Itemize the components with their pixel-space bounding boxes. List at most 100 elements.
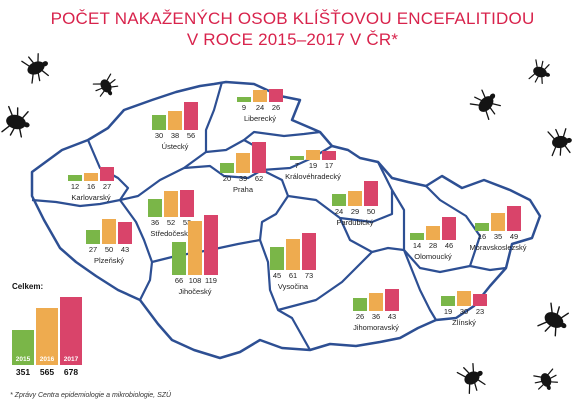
total-bars: 2015 2016 2017 (12, 293, 102, 365)
bar-2017 (204, 215, 218, 275)
region-bars (150, 211, 240, 275)
region-values: 14 28 46 (388, 240, 478, 250)
region-name: Liberecký (243, 114, 277, 123)
region-12: 26 36 43 Jihomoravský (331, 247, 421, 332)
value-label: 52 (166, 218, 176, 227)
bar-2015 (353, 298, 367, 311)
value-label: 23 (475, 307, 485, 316)
value-label: 45 (272, 271, 282, 280)
region-values: 45 61 73 (248, 270, 338, 280)
bar-2017 (269, 89, 283, 102)
region-values: 27 50 43 (64, 244, 154, 254)
region-bars (310, 142, 400, 206)
bar-2016 (164, 191, 178, 217)
value-label: 7 (294, 161, 300, 170)
value-label: 73 (304, 271, 314, 280)
bar-2016 (168, 111, 182, 130)
total-label: Celkem: (12, 282, 44, 291)
region-9: 14 28 46 Olomoucký (388, 176, 478, 261)
bar-2016 (236, 153, 250, 173)
year-label: 2016 (39, 356, 55, 363)
region-3: 7 19 17 Královéhradecký (268, 96, 358, 181)
region-bars (126, 153, 216, 217)
bar-2016 (102, 219, 116, 244)
bar-2015 (148, 199, 162, 217)
region-8: 16 35 49 Moravskoslezský (453, 167, 543, 252)
bar-2017 (442, 217, 456, 240)
value-label: 39 (238, 174, 248, 183)
bar-2015 (152, 115, 166, 130)
bar-2016 (286, 239, 300, 270)
tick-icons (1, 53, 572, 395)
value-label: 12 (70, 182, 80, 191)
value-label: 30 (459, 307, 469, 316)
region-name: Středočeský (150, 229, 192, 238)
value-label: 49 (509, 232, 519, 241)
bar-2016 (426, 226, 440, 240)
bar-2016 (348, 191, 362, 206)
region-6: 27 50 43 Plzeňský (64, 180, 154, 265)
value-label: 14 (412, 241, 422, 250)
value-label: 24 (255, 103, 265, 112)
value-label: 27 (102, 182, 112, 191)
tick-icon (92, 73, 119, 97)
region-values: 26 36 43 (331, 311, 421, 321)
value-label: 26 (271, 103, 281, 112)
region-0: 9 24 26 Liberecký (215, 38, 305, 123)
value-label: 28 (428, 241, 438, 250)
bar-2015 (68, 175, 82, 181)
bar-2016 (253, 90, 267, 102)
bar-2015 (410, 233, 424, 240)
region-values: 16 35 49 (453, 231, 543, 241)
total-value-label: 678 (63, 367, 79, 377)
bar-2016 (188, 221, 202, 275)
value-label: 53 (182, 218, 192, 227)
value-label: 43 (387, 312, 397, 321)
region-name: Zlínský (452, 318, 476, 327)
bar-2015 (441, 296, 455, 306)
value-label: 36 (371, 312, 381, 321)
chart-title-line-2: V ROCE 2015–2017 V ČR* (186, 30, 399, 49)
bar-2015 (332, 194, 346, 206)
total-value-label: 565 (39, 367, 55, 377)
region-name: Jihomoravský (353, 323, 399, 332)
bar-2015 (290, 156, 304, 160)
region-bars (268, 96, 358, 160)
value-label: 24 (334, 207, 344, 216)
value-label: 43 (120, 245, 130, 254)
region-11: 66 108 119 Jihočeský (150, 211, 240, 296)
region-bars (248, 206, 338, 270)
value-label: 19 (308, 161, 318, 170)
region-bars (46, 117, 136, 181)
region-values: 9 24 26 (215, 102, 305, 112)
map-outline (30, 80, 542, 360)
value-label: 108 (188, 276, 202, 285)
bar-2016 (369, 293, 383, 311)
bar-2017 (180, 190, 194, 217)
value-label: 16 (86, 182, 96, 191)
total-value-label: 351 (15, 367, 31, 377)
region-name: Vysočina (277, 282, 309, 291)
tick-icon (456, 362, 486, 395)
region-10: 45 61 73 Vysočina (248, 206, 338, 291)
region-name: Ústecký (161, 142, 189, 151)
region-values: 66 108 119 (150, 275, 240, 285)
value-label: 20 (222, 174, 232, 183)
region-values: 36 52 53 (126, 217, 216, 227)
bar-2015 (270, 247, 284, 270)
tick-icon (21, 53, 49, 84)
value-label: 27 (88, 245, 98, 254)
region-name: Jihočeský (178, 287, 212, 296)
bar-2017 (322, 151, 336, 160)
total-bar-2015: 2015 (12, 330, 34, 365)
bar-2017 (385, 289, 399, 311)
chart-title: POČET NAKAŽENÝCH OSOB KLÍŠŤOVOU ENCEFALI… (0, 8, 585, 50)
region-bars (130, 66, 220, 130)
region-5: 36 52 53 Středočeský (126, 153, 216, 238)
region-values: 24 29 50 (310, 206, 400, 216)
bar-2016 (306, 150, 320, 160)
region-bars (453, 167, 543, 231)
value-label: 56 (186, 131, 196, 140)
